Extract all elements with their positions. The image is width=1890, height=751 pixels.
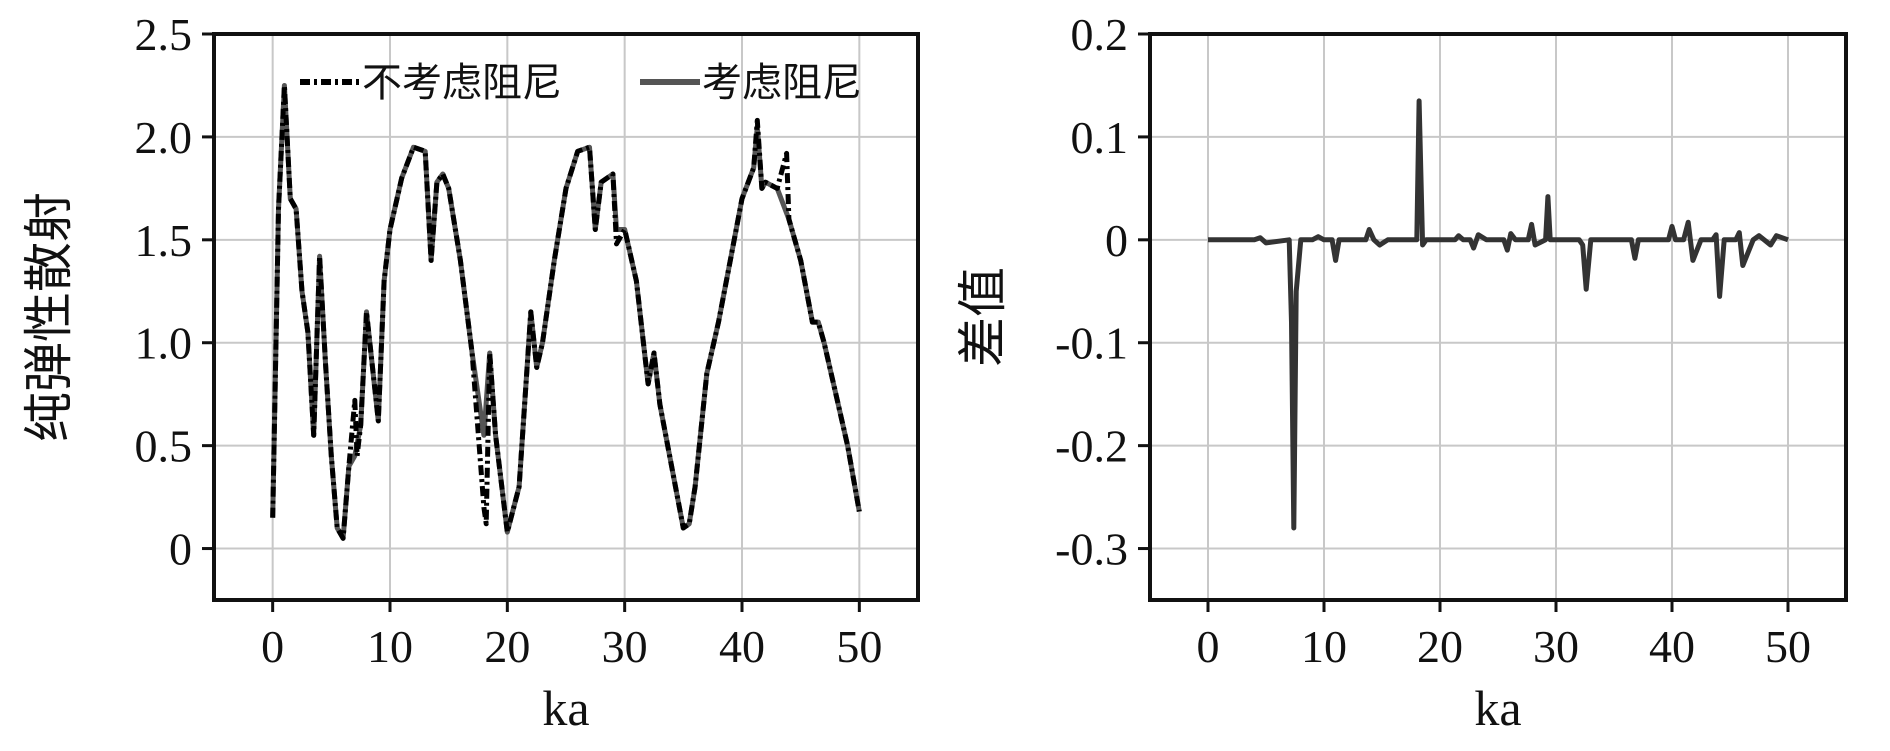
x-tick-label: 0 — [261, 621, 284, 672]
y-tick-label: 0.2 — [1071, 9, 1129, 60]
x-tick-label: 20 — [484, 621, 530, 672]
y-tick-label: 0.1 — [1071, 112, 1129, 163]
x-tick-label: 0 — [1197, 621, 1220, 672]
y-tick-label: 1.0 — [135, 318, 193, 369]
x-tick-label: 10 — [367, 621, 413, 672]
chart-panel-1: 0 0.5 1.0 1.5 2.0 2.5 0 10 20 30 40 50 ka 纯弹性散射 不考虑阻尼 考… — [21, 9, 920, 736]
y-tick-label: 1.5 — [135, 215, 193, 266]
x-tick-label: 30 — [602, 621, 648, 672]
x-tick-label: 50 — [836, 621, 882, 672]
y-tick-label: -0.2 — [1055, 421, 1128, 472]
y-axis-label: 纯弹性散射 — [21, 192, 77, 442]
chart-panel-2: -0.3 -0.2 -0.1 0 0.1 0.2 0 10 20 30 40 50 ka 差值 — [955, 9, 1848, 736]
x-tick-label: 30 — [1533, 621, 1579, 672]
y-tick-label: 2.5 — [135, 9, 193, 60]
x-tick-label: 20 — [1417, 621, 1463, 672]
series-line-1 — [1208, 98, 1789, 531]
x-tick-label: 50 — [1765, 621, 1811, 672]
x-axis-label: ka — [1474, 680, 1521, 736]
y-tick-label: 0.5 — [135, 421, 193, 472]
legend-label: 不考虑阻尼 — [362, 60, 562, 105]
plot-frame — [212, 32, 920, 602]
x-tick-label: 40 — [1649, 621, 1695, 672]
x-axis-label: ka — [542, 680, 589, 736]
plot-frame — [1148, 32, 1848, 602]
x-tick-label: 10 — [1301, 621, 1347, 672]
y-tick-label: -0.3 — [1055, 524, 1128, 575]
series-line-2 — [270, 83, 862, 541]
x-tick-label: 40 — [719, 621, 765, 672]
y-tick-label: 2.0 — [135, 112, 193, 163]
y-axis-label: 差值 — [955, 267, 1011, 367]
legend: 不考虑阻尼 考虑阻尼 — [300, 60, 862, 105]
legend-label: 考虑阻尼 — [702, 60, 862, 105]
y-tick-label: -0.1 — [1055, 318, 1128, 369]
y-tick-label: 0 — [169, 524, 192, 575]
y-tick-label: 0 — [1105, 215, 1128, 266]
series-line-1 — [270, 83, 862, 541]
